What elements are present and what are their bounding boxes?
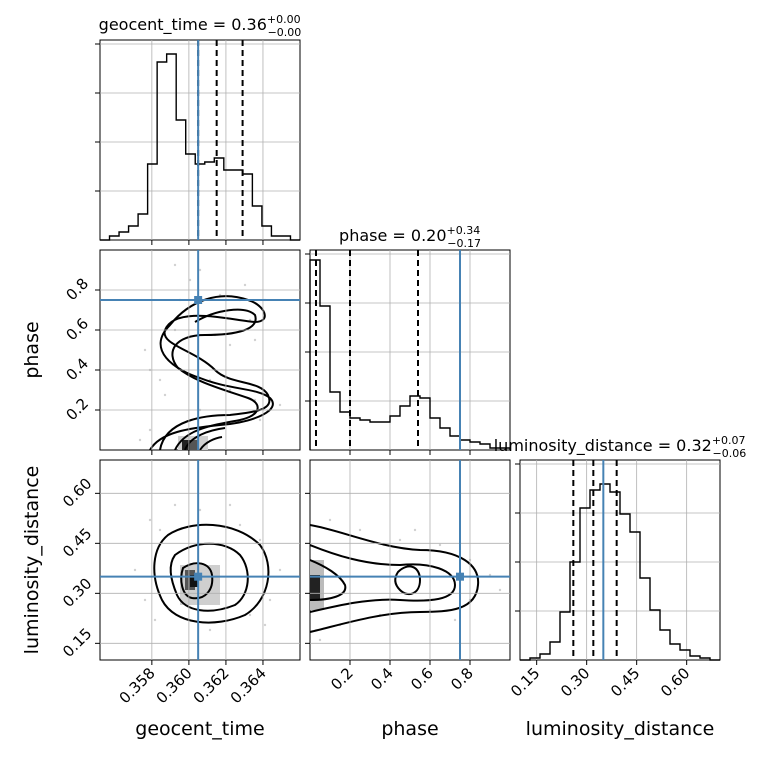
x-tick-label-phase: 0.2 (327, 664, 357, 694)
panel-geocent_time-geocent_time (99, 39, 301, 241)
histogram-luminosity_distance (520, 483, 720, 661)
truth-marker (194, 296, 203, 304)
density-geocent-phase (138, 263, 282, 450)
density-phase-distance (310, 518, 502, 642)
y-tick-label-luminosity_distance: 0.30 (59, 574, 95, 610)
x-tick-label-luminosity_distance: 0.30 (557, 664, 593, 700)
truth-marker (456, 572, 464, 581)
y-axis-label-luminosity_distance: luminosity_distance (21, 466, 43, 655)
density-geocent-distance (133, 503, 282, 632)
y-tick-label-luminosity_distance: 0.60 (59, 474, 95, 510)
y-tick-label-phase: 0.2 (62, 394, 92, 424)
y-axis-label-phase: phase (21, 321, 43, 378)
x-tick-label-luminosity_distance: 0.60 (657, 664, 693, 700)
panel-luminosity_distance-luminosity_distance (519, 459, 721, 661)
histogram-geocent_time (100, 53, 300, 241)
x-axis-label-luminosity_distance: luminosity_distance (526, 718, 715, 740)
x-tick-label-geocent_time: 0.360 (153, 664, 196, 707)
x-tick-label-geocent_time: 0.362 (190, 664, 233, 707)
histogram-phase (309, 259, 511, 450)
y-tick-label-phase: 0.8 (62, 274, 92, 304)
x-tick-label-geocent_time: 0.364 (227, 664, 270, 707)
title-geocent_time: geocent_time = 0.36+0.00 −0.00 (99, 13, 302, 39)
truth-marker (194, 572, 203, 581)
panel-phase-phase (309, 249, 511, 451)
x-tick-label-luminosity_distance: 0.15 (507, 664, 543, 700)
y-tick-label-phase: 0.6 (62, 314, 92, 344)
x-tick-label-phase: 0.4 (367, 664, 397, 694)
x-tick-label-luminosity_distance: 0.45 (607, 664, 643, 700)
x-axis-label-geocent_time: geocent_time (135, 718, 264, 740)
x-axis-label-phase: phase (381, 718, 438, 740)
title-phase: phase = 0.20+0.34 −0.17 (339, 224, 481, 250)
title-luminosity_distance: luminosity_distance = 0.32+0.07 −0.06 (494, 434, 747, 460)
x-tick-label-phase: 0.8 (447, 664, 477, 694)
panel-luminosity_distance-geocent_time (99, 459, 301, 661)
x-tick-label-phase: 0.6 (407, 664, 437, 694)
y-tick-label-luminosity_distance: 0.15 (59, 624, 95, 660)
y-tick-label-phase: 0.4 (62, 354, 92, 384)
y-tick-label-luminosity_distance: 0.45 (59, 524, 95, 560)
panel-phase-geocent_time (99, 249, 301, 451)
panel-luminosity_distance-phase (309, 459, 511, 661)
x-tick-label-geocent_time: 0.358 (116, 664, 159, 707)
